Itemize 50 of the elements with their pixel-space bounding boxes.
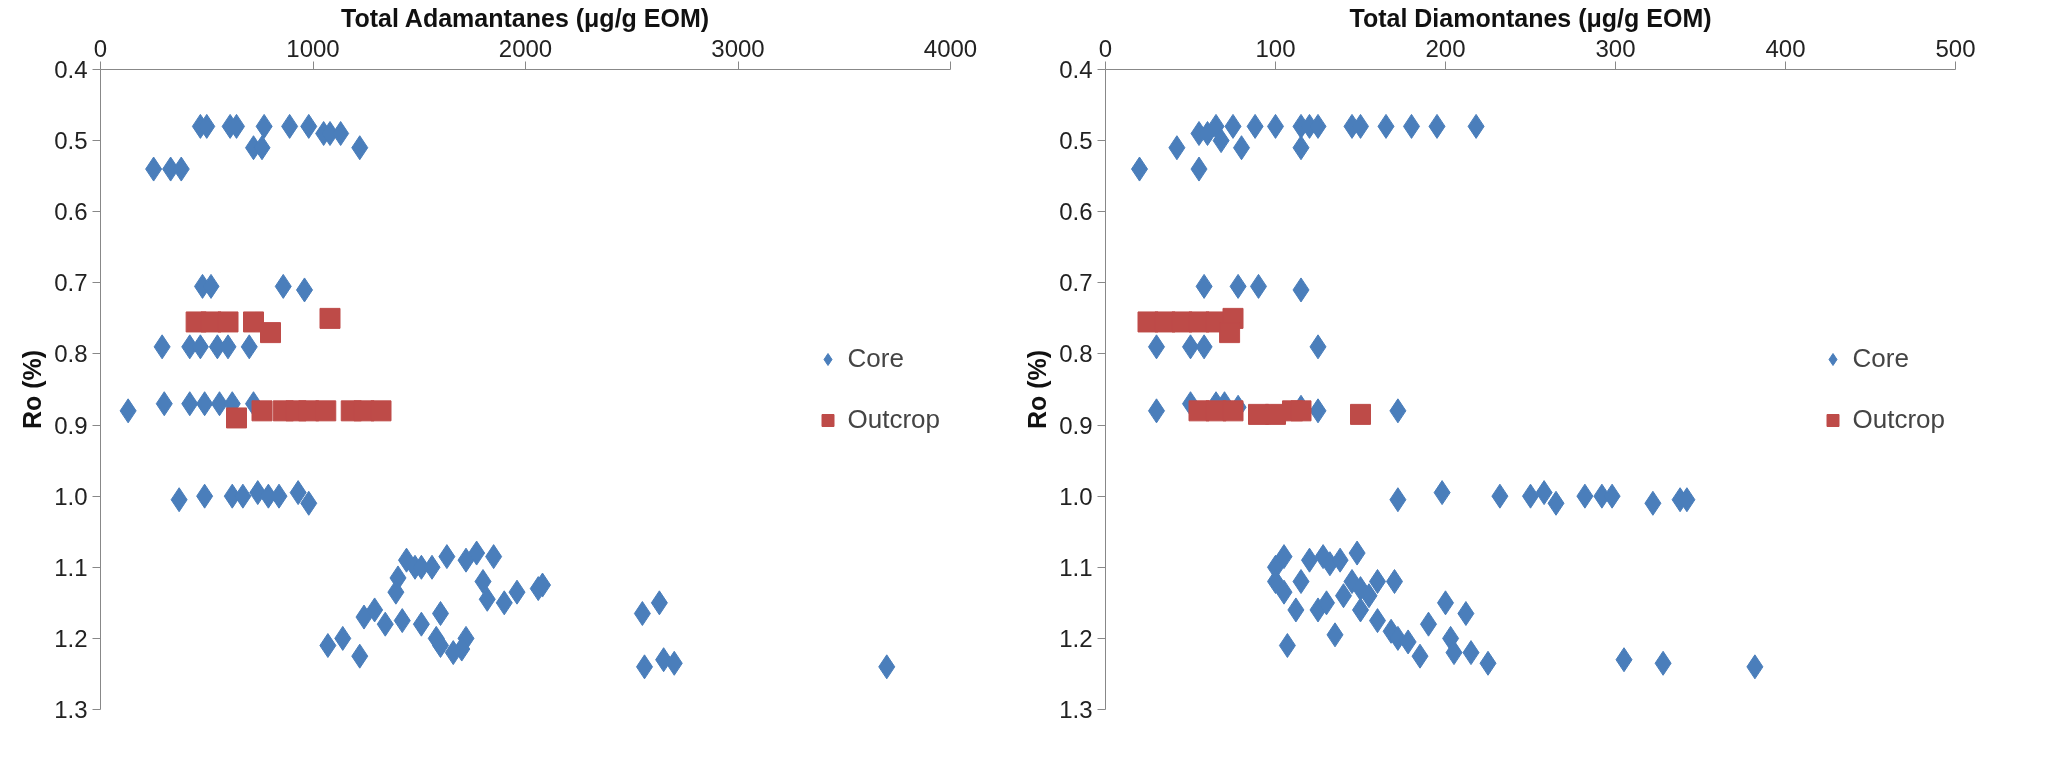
legend-label: Core — [1852, 343, 1909, 374]
point — [226, 407, 247, 429]
point — [1350, 403, 1371, 425]
y-tick-label: 1.3 — [54, 696, 88, 723]
y-tick-label: 1.2 — [1059, 624, 1093, 652]
y-tick-label: 1.0 — [54, 482, 88, 510]
point — [1222, 400, 1244, 422]
y-tick-label: 0.9 — [1059, 411, 1093, 439]
y-tick-label: 0.5 — [54, 127, 88, 155]
y-tick-label: 0.6 — [1059, 198, 1093, 226]
point — [243, 311, 264, 333]
point — [217, 311, 239, 333]
y-tick-label: 0.4 — [54, 56, 88, 83]
legend-label: Core — [847, 343, 904, 374]
y-axis-title: Ro (%) — [18, 349, 47, 430]
y-tick-label: 1.1 — [1059, 553, 1093, 581]
y-tick-label: 0.4 — [1059, 56, 1093, 83]
y-tick-label: 0.6 — [54, 198, 88, 226]
y-tick-label: 1.1 — [54, 553, 88, 581]
x-tick-label: 1000 — [286, 34, 340, 62]
x-tick-label: 4000 — [923, 34, 978, 62]
y-tick-label: 0.5 — [1059, 127, 1093, 155]
x-tick-label: 0 — [93, 34, 108, 62]
y-tick-label: 0.7 — [1059, 269, 1093, 297]
point — [315, 400, 337, 422]
y-tick-label: 0.7 — [54, 269, 88, 297]
legend-label: Outcrop — [847, 404, 940, 435]
x-tick-label: 100 — [1255, 34, 1296, 62]
point — [370, 400, 392, 422]
x-tick-label: 200 — [1425, 34, 1466, 62]
point — [260, 322, 281, 344]
x-tick-label: 0 — [1098, 34, 1113, 62]
point — [1290, 400, 1312, 422]
y-tick-label: 0.8 — [1059, 340, 1093, 368]
x-tick-label: 2000 — [498, 34, 553, 62]
x-tick-label: 500 — [1935, 34, 1976, 62]
x-tick-label: 400 — [1765, 34, 1806, 62]
legend-label: Outcrop — [1852, 404, 1945, 435]
x-tick-label: 300 — [1595, 34, 1636, 62]
x-axis-title: Total Adamantanes (μg/g EOM) — [340, 3, 710, 32]
x-axis-title: Total Diamontanes (μg/g EOM) — [1349, 3, 1712, 32]
y-tick-label: 1.2 — [54, 624, 88, 652]
point — [251, 400, 273, 422]
y-axis-title: Ro (%) — [1023, 349, 1052, 430]
y-tick-label: 1.3 — [1059, 696, 1093, 723]
point — [319, 307, 341, 329]
y-tick-label: 0.9 — [54, 411, 88, 439]
x-tick-label: 3000 — [711, 34, 765, 62]
y-tick-label: 0.8 — [54, 340, 88, 368]
y-tick-label: 1.0 — [1059, 482, 1093, 510]
